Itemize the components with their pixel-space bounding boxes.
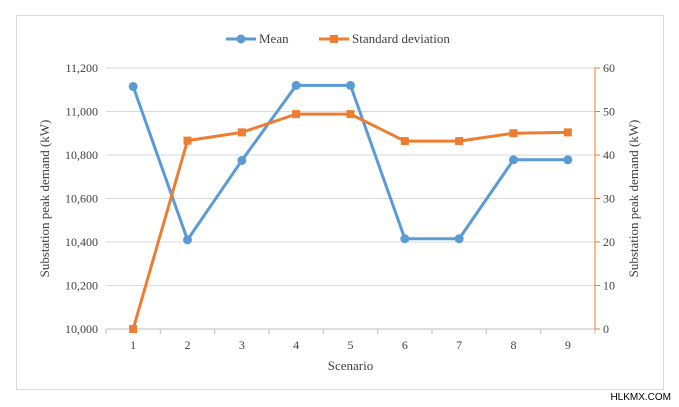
data-point bbox=[454, 234, 464, 244]
y-left-tick-label: 11,000 bbox=[65, 105, 98, 119]
data-point bbox=[237, 128, 246, 137]
series-line-mean bbox=[131, 83, 568, 242]
data-point bbox=[183, 235, 192, 245]
data-point bbox=[346, 110, 355, 119]
data-point bbox=[563, 128, 572, 137]
y-right-tick-label: 10 bbox=[603, 279, 615, 293]
data-point bbox=[563, 155, 573, 165]
data-point bbox=[183, 136, 192, 145]
y-left-axis-title: Substation peak demand (kW) bbox=[37, 120, 52, 278]
y-right-tick-label: 60 bbox=[603, 61, 615, 75]
data-point bbox=[291, 80, 301, 90]
legend-label: Standard deviation bbox=[352, 31, 450, 46]
data-point bbox=[346, 80, 355, 90]
y-left-tick-label: 10,800 bbox=[65, 148, 98, 162]
data-point bbox=[128, 81, 138, 91]
data-point bbox=[509, 155, 518, 165]
x-tick-label: 5 bbox=[348, 338, 354, 352]
y-right-tick-label: 30 bbox=[603, 192, 615, 206]
chart-frame: 10,000 10,200 10,400 10,600 10,800 11,000 11,2… bbox=[16, 15, 664, 390]
legend-marker bbox=[330, 35, 338, 43]
y-left-tick-label: 10,000 bbox=[65, 322, 98, 336]
chart: 10,000 10,200 10,400 10,600 10,800 11,000 11,2… bbox=[37, 31, 641, 373]
x-tick-label: 3 bbox=[239, 338, 245, 352]
legend-label: Mean bbox=[259, 31, 289, 46]
y-right-tick-label: 50 bbox=[603, 105, 615, 119]
y-left-tick-label: 10,400 bbox=[65, 235, 98, 249]
y-right-tick-label: 40 bbox=[603, 148, 615, 162]
data-point bbox=[292, 110, 301, 119]
data-point bbox=[400, 234, 410, 244]
data-point bbox=[455, 137, 464, 146]
y-left-tick-label: 11,200 bbox=[65, 61, 98, 75]
x-tick-label: 4 bbox=[293, 338, 299, 352]
y-left-tick-label: 10,600 bbox=[65, 192, 98, 206]
x-tick-label: 6 bbox=[402, 338, 408, 352]
watermark: HLKMX.COM bbox=[610, 392, 671, 403]
x-axis-title: Scenario bbox=[328, 358, 373, 373]
x-tick-label: 9 bbox=[565, 338, 571, 352]
data-point bbox=[237, 155, 247, 165]
y-right-tick-label: 20 bbox=[603, 235, 615, 249]
legend-marker bbox=[236, 34, 246, 44]
x-tick-label: 7 bbox=[456, 338, 462, 352]
x-tick-label: 8 bbox=[511, 338, 517, 352]
y-right-tick-label: 0 bbox=[603, 322, 609, 336]
y-right-axis-title: Substation peak demand (kW) bbox=[626, 120, 641, 278]
y-left-tick-label: 10,200 bbox=[65, 279, 98, 293]
x-tick-label: 1 bbox=[130, 338, 136, 352]
data-point bbox=[400, 137, 409, 146]
x-tick-label: 2 bbox=[185, 338, 191, 352]
data-point bbox=[509, 129, 518, 138]
data-point bbox=[129, 325, 138, 333]
